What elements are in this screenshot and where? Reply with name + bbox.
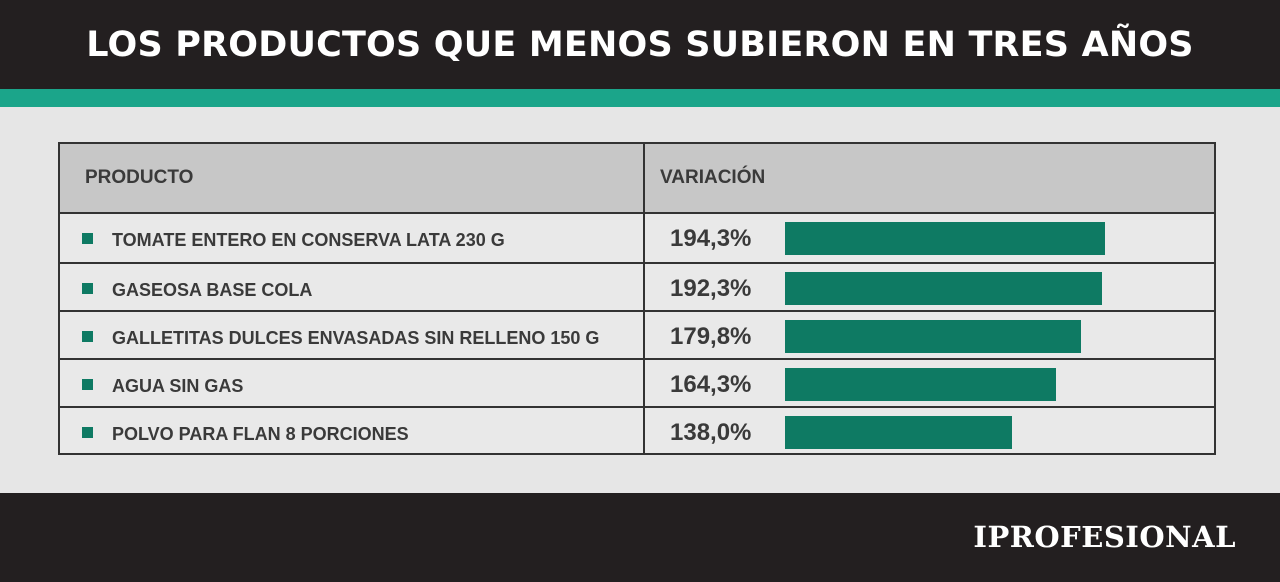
bullet-square-icon [82,427,93,438]
table-row: GASEOSA BASE COLA 192,3% [60,262,1214,310]
bullet-square-icon [82,379,93,390]
column-divider [643,144,645,453]
variation-bar [785,320,1081,353]
variation-value-label: 138,0% [670,419,752,446]
product-label: GASEOSA BASE COLA [112,280,313,300]
variation-bar [785,368,1056,401]
column-header-variation: VARIACIÓN [660,167,766,188]
bullet-square-icon [82,283,93,294]
variation-value-label: 192,3% [670,275,752,302]
variation-value-label: 179,8% [670,323,752,350]
variation-value-label: 164,3% [670,371,752,398]
product-label: AGUA SIN GAS [112,376,244,396]
variation-bar [785,272,1102,305]
product-label: GALLETITAS DULCES ENVASADAS SIN RELLENO … [112,328,600,348]
table-header: PRODUCTO VARIACIÓN [60,144,1214,214]
column-header-product: PRODUCTO [85,167,194,188]
bullet-square-icon [82,233,93,244]
footer-bar: IPROFESIONAL [0,493,1280,582]
table-row: GALLETITAS DULCES ENVASADAS SIN RELLENO … [60,310,1214,358]
variation-bar [785,222,1105,255]
accent-stripe [0,89,1280,107]
table-row: POLVO PARA FLAN 8 PORCIONES 138,0% [60,406,1214,454]
brand-logo: IPROFESIONAL [973,520,1236,554]
product-label: TOMATE ENTERO EN CONSERVA LATA 230 G [112,230,505,250]
header-bar: LOS PRODUCTOS QUE MENOS SUBIERON EN TRES… [0,0,1280,89]
table-row: AGUA SIN GAS 164,3% [60,358,1214,406]
bullet-square-icon [82,331,93,342]
variation-bar [785,416,1012,449]
chart-title: LOS PRODUCTOS QUE MENOS SUBIERON EN TRES… [86,24,1194,65]
data-table: PRODUCTO VARIACIÓN TOMATE ENTERO EN CONS… [58,142,1216,455]
product-label: POLVO PARA FLAN 8 PORCIONES [112,424,409,444]
table-row: TOMATE ENTERO EN CONSERVA LATA 230 G 194,… [60,214,1214,262]
variation-value-label: 194,3% [670,225,752,252]
